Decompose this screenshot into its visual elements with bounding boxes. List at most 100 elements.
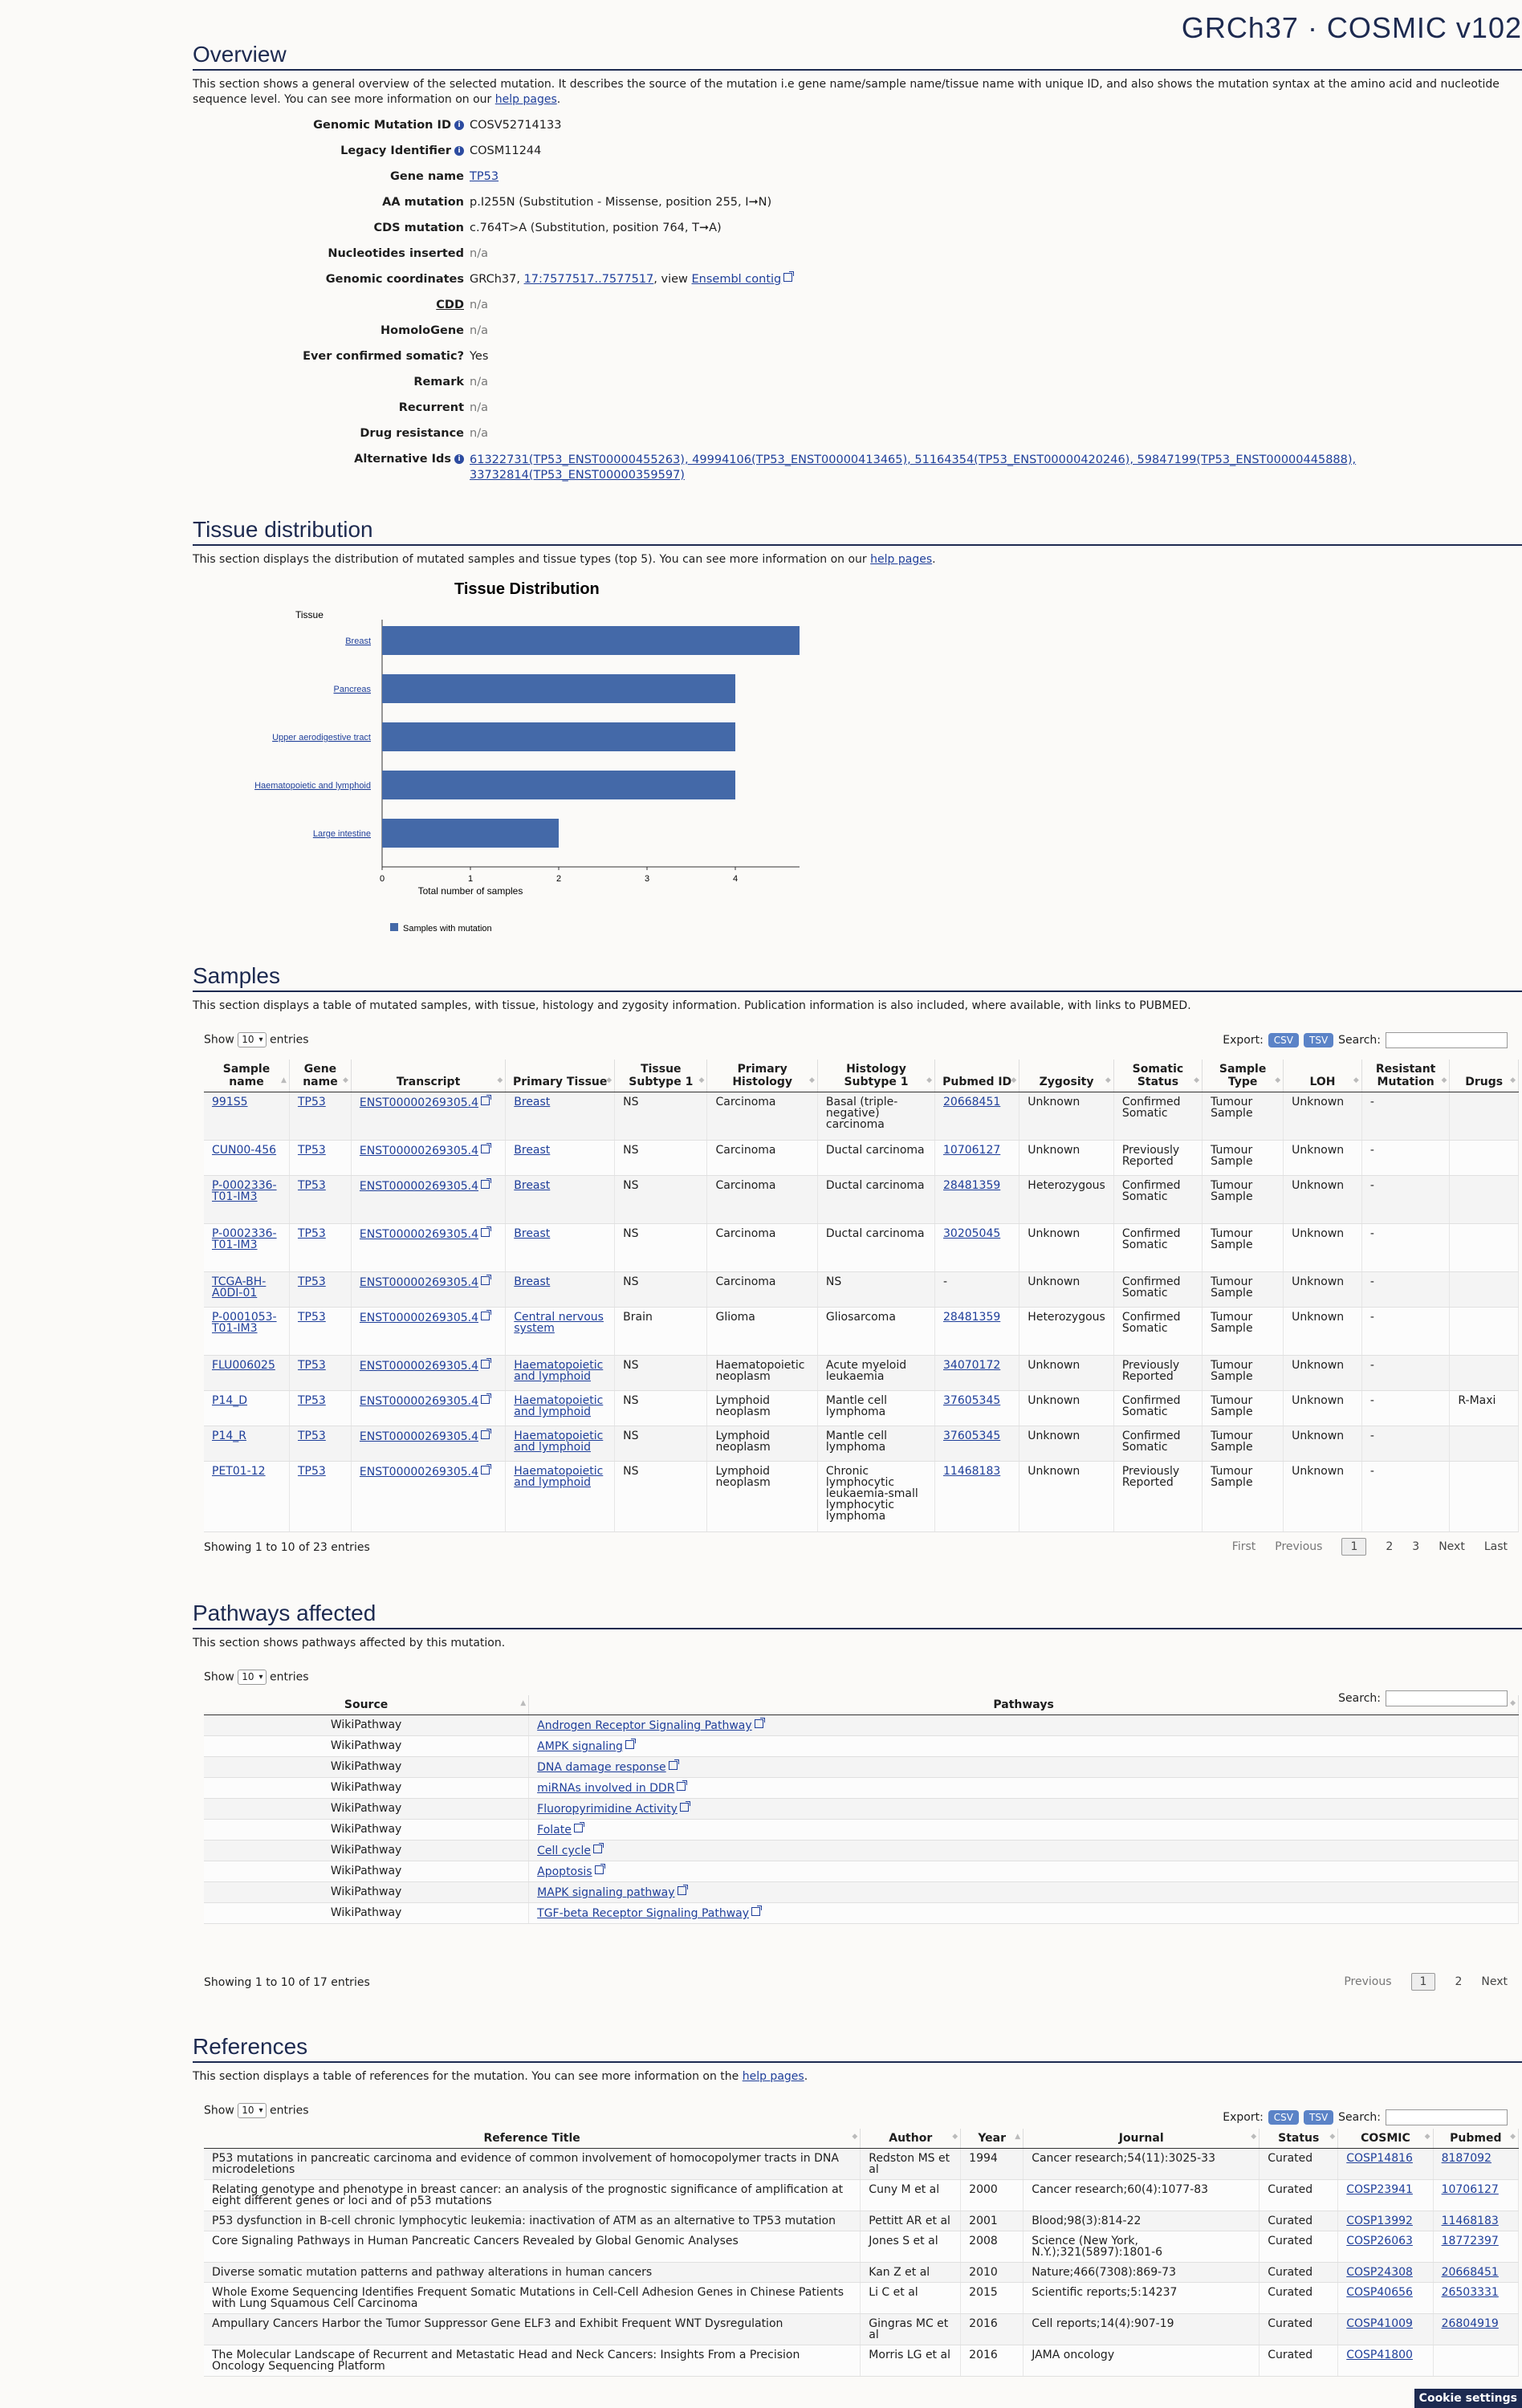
cell-link[interactable]: TP53 <box>297 1275 326 1288</box>
cell-link[interactable]: Androgen Receptor Signaling Pathway <box>537 1719 752 1732</box>
column-header[interactable]: COSMIC ◆ <box>1337 2129 1434 2149</box>
help-pages-link[interactable]: help pages <box>494 93 557 106</box>
column-header[interactable]: Somatic Status ◆ <box>1113 1060 1203 1092</box>
cell-link[interactable]: ENST00000269305.4 <box>359 1180 479 1193</box>
help-pages-link[interactable]: help pages <box>742 2070 804 2083</box>
column-header[interactable]: Source ▲ <box>204 1695 530 1715</box>
cell-link[interactable]: COSP13992 <box>1346 2215 1413 2227</box>
cell-link[interactable]: CUN00-456 <box>212 1144 277 1157</box>
page-previous[interactable]: Previous <box>1344 1975 1392 1988</box>
cell-link[interactable]: Cell cycle <box>537 1845 591 1857</box>
cell-link[interactable]: COSP41009 <box>1346 2317 1413 2330</box>
cell-link[interactable]: Haematopoietic and lymphoid <box>514 1394 604 1418</box>
cell-link[interactable]: COSP23941 <box>1346 2183 1413 2196</box>
column-header[interactable]: LOH ◆ <box>1283 1060 1362 1092</box>
cell-link[interactable]: P14_D <box>212 1394 248 1407</box>
page-next[interactable]: Next <box>1439 1540 1465 1553</box>
column-header[interactable]: Reference Title ◆ <box>204 2129 861 2149</box>
cell-link[interactable]: AMPK signaling <box>537 1740 623 1753</box>
page-2[interactable]: 2 <box>1386 1540 1394 1553</box>
page-last[interactable]: Last <box>1483 1540 1508 1553</box>
cell-link[interactable]: Breast <box>514 1275 551 1288</box>
cell-link[interactable]: 10706127 <box>1441 2183 1499 2196</box>
gene-link[interactable]: TP53 <box>470 170 499 183</box>
column-header[interactable]: Author ◆ <box>860 2129 962 2149</box>
references-entries-select[interactable]: 10 <box>238 2103 267 2118</box>
column-header[interactable]: Sample Type ◆ <box>1202 1060 1284 1092</box>
cell-link[interactable]: TGF-beta Receptor Signaling Pathway <box>537 1907 750 1920</box>
info-icon[interactable]: i <box>454 146 464 156</box>
cell-link[interactable]: COSP24308 <box>1346 2266 1413 2279</box>
column-header[interactable]: Histology Subtype 1 ◆ <box>817 1060 936 1092</box>
column-header[interactable]: Pathways ◆ <box>528 1695 1519 1715</box>
cell-link[interactable]: ENST00000269305.4 <box>359 1430 479 1443</box>
page-next[interactable]: Next <box>1481 1975 1508 1988</box>
column-header[interactable]: Pubmed ◆ <box>1433 2129 1520 2149</box>
samples-entries-select[interactable]: 10 <box>238 1032 267 1047</box>
cell-link[interactable]: ENST00000269305.4 <box>359 1276 479 1289</box>
cell-link[interactable]: 37605345 <box>943 1430 1001 1442</box>
cell-link[interactable]: Haematopoietic and lymphoid <box>514 1430 604 1454</box>
category-label[interactable]: Haematopoietic and lymphoid <box>254 781 371 791</box>
coordinates-link[interactable]: 17:7577517..7577517 <box>523 273 654 286</box>
cell-link[interactable]: Fluoropyrimidine Activity <box>537 1803 678 1816</box>
cell-link[interactable]: P-0002336-T01-IM3 <box>212 1227 277 1251</box>
cell-link[interactable]: Breast <box>514 1144 551 1157</box>
cell-link[interactable]: 18772397 <box>1441 2235 1499 2247</box>
column-header[interactable]: Resistant Mutation ◆ <box>1361 1060 1451 1092</box>
cell-link[interactable]: TP53 <box>297 1179 326 1192</box>
cell-link[interactable]: Folate <box>537 1824 572 1837</box>
page-2[interactable]: 2 <box>1455 1975 1463 1988</box>
ensembl-contig-link[interactable]: Ensembl contig <box>691 273 782 286</box>
column-header[interactable]: Transcript ◆ <box>351 1060 507 1092</box>
alternative-ids-link[interactable]: 33732814(TP53_ENST00000359597) <box>470 469 685 482</box>
references-tsv-button[interactable]: TSV <box>1304 2110 1334 2125</box>
cookie-settings-button[interactable]: Cookie settings <box>1414 2389 1522 2408</box>
cell-link[interactable]: TP53 <box>297 1359 326 1372</box>
references-search-input[interactable] <box>1386 2109 1508 2125</box>
column-header[interactable]: Zygosity ◆ <box>1019 1060 1114 1092</box>
bar-breast[interactable] <box>382 626 800 655</box>
column-header[interactable]: Journal ◆ <box>1023 2129 1260 2149</box>
column-header[interactable]: Sample name ▲ <box>204 1060 290 1092</box>
cell-link[interactable]: 11468183 <box>943 1465 1001 1478</box>
cell-link[interactable]: P14_R <box>212 1430 246 1442</box>
cell-link[interactable]: 34070172 <box>943 1359 1001 1372</box>
cell-link[interactable]: 26503331 <box>1441 2286 1499 2299</box>
cell-link[interactable]: Breast <box>514 1179 551 1192</box>
column-header[interactable]: Drugs ◆ <box>1449 1060 1519 1092</box>
cell-link[interactable]: TP53 <box>297 1394 326 1407</box>
cell-link[interactable]: Breast <box>514 1227 551 1240</box>
category-label[interactable]: Large intestine <box>313 829 371 839</box>
cell-link[interactable]: 30205045 <box>943 1227 1001 1240</box>
cell-link[interactable]: P-0002336-T01-IM3 <box>212 1179 277 1203</box>
cell-link[interactable]: PET01-12 <box>212 1465 266 1478</box>
cell-link[interactable]: TP53 <box>297 1465 326 1478</box>
cell-link[interactable]: 28481359 <box>943 1179 1001 1192</box>
cell-link[interactable]: ENST00000269305.4 <box>359 1145 479 1157</box>
column-header[interactable]: Pubmed ID ◆ <box>934 1060 1020 1092</box>
cell-link[interactable]: Breast <box>514 1096 551 1108</box>
cell-link[interactable]: Haematopoietic and lymphoid <box>514 1465 604 1489</box>
cell-link[interactable]: ENST00000269305.4 <box>359 1096 479 1109</box>
cell-link[interactable]: 20668451 <box>943 1096 1001 1108</box>
category-label[interactable]: Breast <box>345 637 371 646</box>
column-header[interactable]: Tissue Subtype 1 ◆ <box>614 1060 708 1092</box>
page-previous[interactable]: Previous <box>1275 1540 1323 1553</box>
cell-link[interactable]: 37605345 <box>943 1394 1001 1407</box>
cell-link[interactable]: TP53 <box>297 1096 326 1108</box>
page-3[interactable]: 3 <box>1412 1540 1420 1553</box>
references-csv-button[interactable]: CSV <box>1268 2110 1300 2125</box>
samples-tsv-button[interactable]: TSV <box>1304 1033 1334 1047</box>
cell-link[interactable]: Apoptosis <box>537 1865 592 1878</box>
pathways-entries-select[interactable]: 10 <box>238 1670 267 1685</box>
cell-link[interactable]: MAPK signaling pathway <box>537 1886 675 1899</box>
page-1[interactable]: 1 <box>1410 1973 1436 1991</box>
cell-link[interactable]: TP53 <box>297 1227 326 1240</box>
cell-link[interactable]: 20668451 <box>1441 2266 1499 2279</box>
category-label[interactable]: Upper aerodigestive tract <box>272 733 371 742</box>
info-icon[interactable]: i <box>454 454 464 464</box>
cell-link[interactable]: ENST00000269305.4 <box>359 1312 479 1324</box>
bar-pancreas[interactable] <box>382 674 735 703</box>
cell-link[interactable]: COSP40656 <box>1346 2286 1413 2299</box>
